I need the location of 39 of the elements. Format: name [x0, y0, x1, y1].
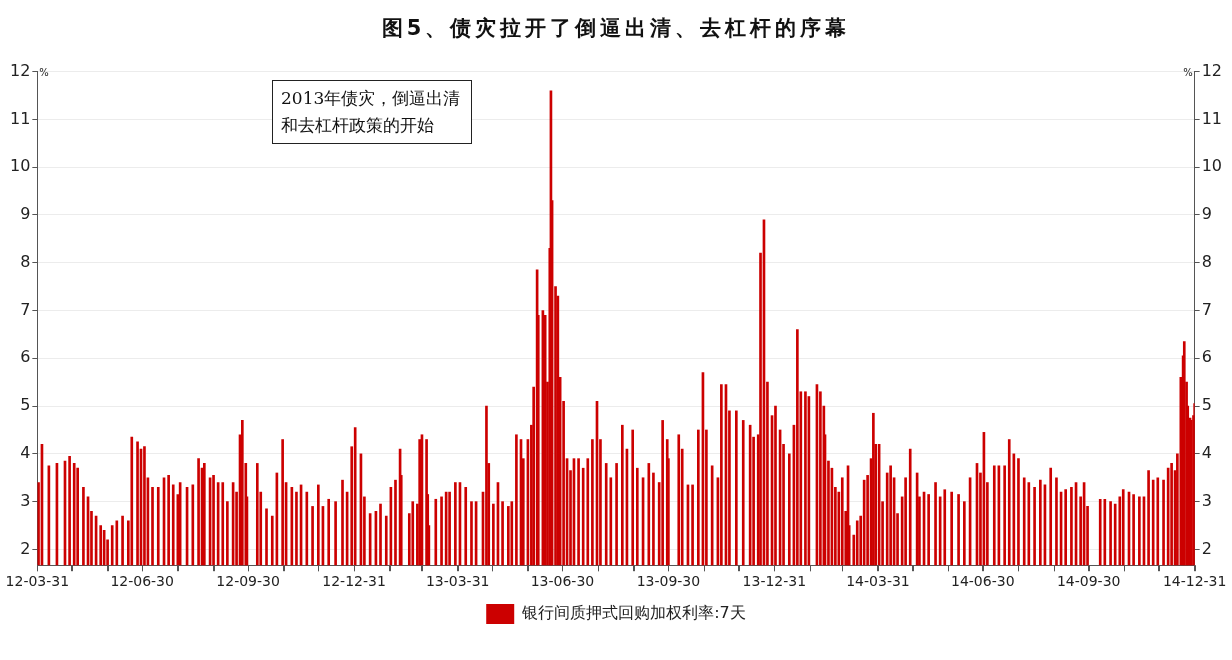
- y-tick-label: 2: [20, 538, 31, 558]
- y-tick-label: 6: [20, 347, 31, 367]
- x-tick-label: 12-12-31: [322, 573, 386, 590]
- y2-tick-label: 4: [1201, 443, 1212, 463]
- y-tick-label: 7: [20, 299, 31, 319]
- y-axis-title: %: [39, 67, 49, 79]
- y2-tick-label: 10: [1201, 156, 1222, 176]
- y2-tick-label: 5: [1201, 395, 1212, 415]
- y-tick-label: 10: [10, 156, 31, 176]
- y2-tick-label: 11: [1201, 108, 1222, 128]
- x-tick-label: 14-12-31: [1162, 573, 1227, 590]
- annotation: 2013年债灾，倒逼出清和去杠杆政策的开始: [272, 80, 472, 144]
- legend-label: 银行间质押式回购加权利率:7天: [521, 603, 746, 623]
- x-tick-label: 12-03-31: [5, 573, 70, 590]
- x-tick-label: 12-09-30: [216, 573, 280, 590]
- x-tick-label: 12-06-30: [110, 573, 174, 590]
- x-tick-label: 14-03-31: [846, 573, 910, 590]
- y-tick-label: 9: [20, 204, 31, 224]
- y-tick-label: 5: [20, 395, 31, 415]
- y-tick-label: 12: [10, 60, 31, 80]
- y2-tick-label: 6: [1201, 347, 1212, 367]
- y2-tick-label: 9: [1201, 204, 1212, 224]
- y-tick-label: 11: [10, 108, 31, 128]
- y2-tick-label: 8: [1201, 251, 1212, 271]
- y2-tick-label: 7: [1201, 299, 1212, 319]
- y-tick-label: 3: [20, 490, 31, 510]
- y2-tick-label: 2: [1201, 538, 1212, 558]
- x-tick-label: 13-06-30: [530, 573, 595, 590]
- y-tick-label: 4: [20, 443, 31, 463]
- y-tick-label: 8: [20, 251, 31, 271]
- y2-tick-label: 12: [1201, 60, 1222, 80]
- y2-axis-title: %: [1183, 67, 1193, 79]
- y2-tick-label: 3: [1201, 490, 1212, 510]
- x-tick-label: 13-09-30: [636, 573, 701, 590]
- x-tick-label: 13-03-31: [425, 573, 490, 590]
- x-tick-label: 13-12-31: [742, 573, 807, 590]
- chart-title: 图5、债灾拉开了倒逼出清、去杠杆的序幕: [380, 15, 852, 42]
- x-tick-label: 14-09-30: [1056, 573, 1121, 590]
- x-tick-label: 14-06-30: [950, 573, 1015, 590]
